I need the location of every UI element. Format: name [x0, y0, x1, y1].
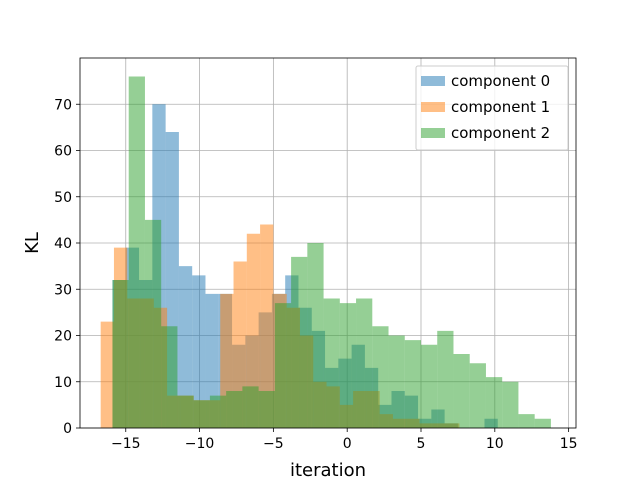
histogram-bar: [192, 275, 206, 428]
histogram-bar: [339, 303, 357, 428]
x-tick-label: 15: [560, 436, 578, 452]
histogram-bar: [274, 303, 292, 428]
x-tick-label: 10: [486, 436, 504, 452]
bars-layer: [100, 76, 551, 428]
histogram-bar: [518, 414, 535, 428]
histogram-bar: [469, 363, 486, 428]
histogram-bar: [260, 224, 274, 428]
histogram-bar: [242, 386, 259, 428]
histogram-bar: [437, 330, 454, 428]
y-tick-label: 10: [54, 375, 72, 391]
x-axis-label: iteration: [290, 460, 366, 480]
legend-swatch: [421, 102, 445, 112]
y-tick-label: 50: [54, 190, 72, 206]
histogram-bar: [161, 326, 178, 428]
histogram-bar: [209, 395, 227, 428]
histogram-bar: [404, 340, 421, 428]
series-2-bars: [112, 76, 551, 428]
histogram-bar: [534, 418, 551, 428]
histogram-bar: [323, 298, 340, 428]
histogram-bar: [112, 280, 129, 428]
histogram-bar: [372, 326, 389, 428]
histogram-bar: [128, 76, 145, 428]
histogram-bar: [356, 298, 373, 428]
y-axis-label: KL: [22, 232, 43, 254]
y-tick-label: 20: [54, 329, 72, 345]
y-tick-label: 0: [63, 421, 72, 437]
legend: component 0 component 1 component 2: [415, 65, 569, 151]
y-tick-label: 30: [54, 282, 72, 298]
legend-swatch: [421, 128, 445, 138]
histogram-bar: [485, 377, 503, 428]
histogram-bar: [144, 219, 162, 428]
histogram-bar: [177, 395, 194, 428]
histogram-bar: [502, 381, 519, 428]
y-tick-label: 70: [54, 97, 72, 113]
histogram-bar: [307, 243, 324, 428]
legend-box: [415, 65, 569, 151]
legend-label: component 2: [451, 124, 550, 142]
x-tick-label: −15: [111, 436, 141, 452]
histogram-bar: [388, 335, 405, 428]
histogram-bar: [178, 266, 193, 428]
ticks-layer: −15 −10 −5 0 5 10 15 0 10 20 30 40 50 60 70: [54, 97, 577, 452]
x-tick-label: 5: [417, 436, 426, 452]
histogram-bar: [421, 344, 438, 428]
histogram-bar: [291, 256, 308, 428]
histogram-bar: [453, 354, 470, 428]
histogram-bar: [193, 400, 210, 428]
histogram-bar: [258, 391, 275, 428]
y-tick-label: 40: [54, 236, 72, 252]
x-tick-label: −10: [185, 436, 215, 452]
y-tick-label: 60: [54, 144, 72, 160]
legend-swatch: [421, 76, 445, 86]
histogram-bar: [246, 233, 261, 428]
histogram-bar: [100, 321, 114, 428]
legend-label: component 0: [451, 72, 550, 90]
legend-label: component 1: [451, 98, 550, 116]
histogram-bar: [226, 391, 243, 428]
histogram-bar: [205, 293, 219, 428]
x-tick-label: 0: [343, 436, 352, 452]
x-tick-label: −5: [263, 436, 284, 452]
